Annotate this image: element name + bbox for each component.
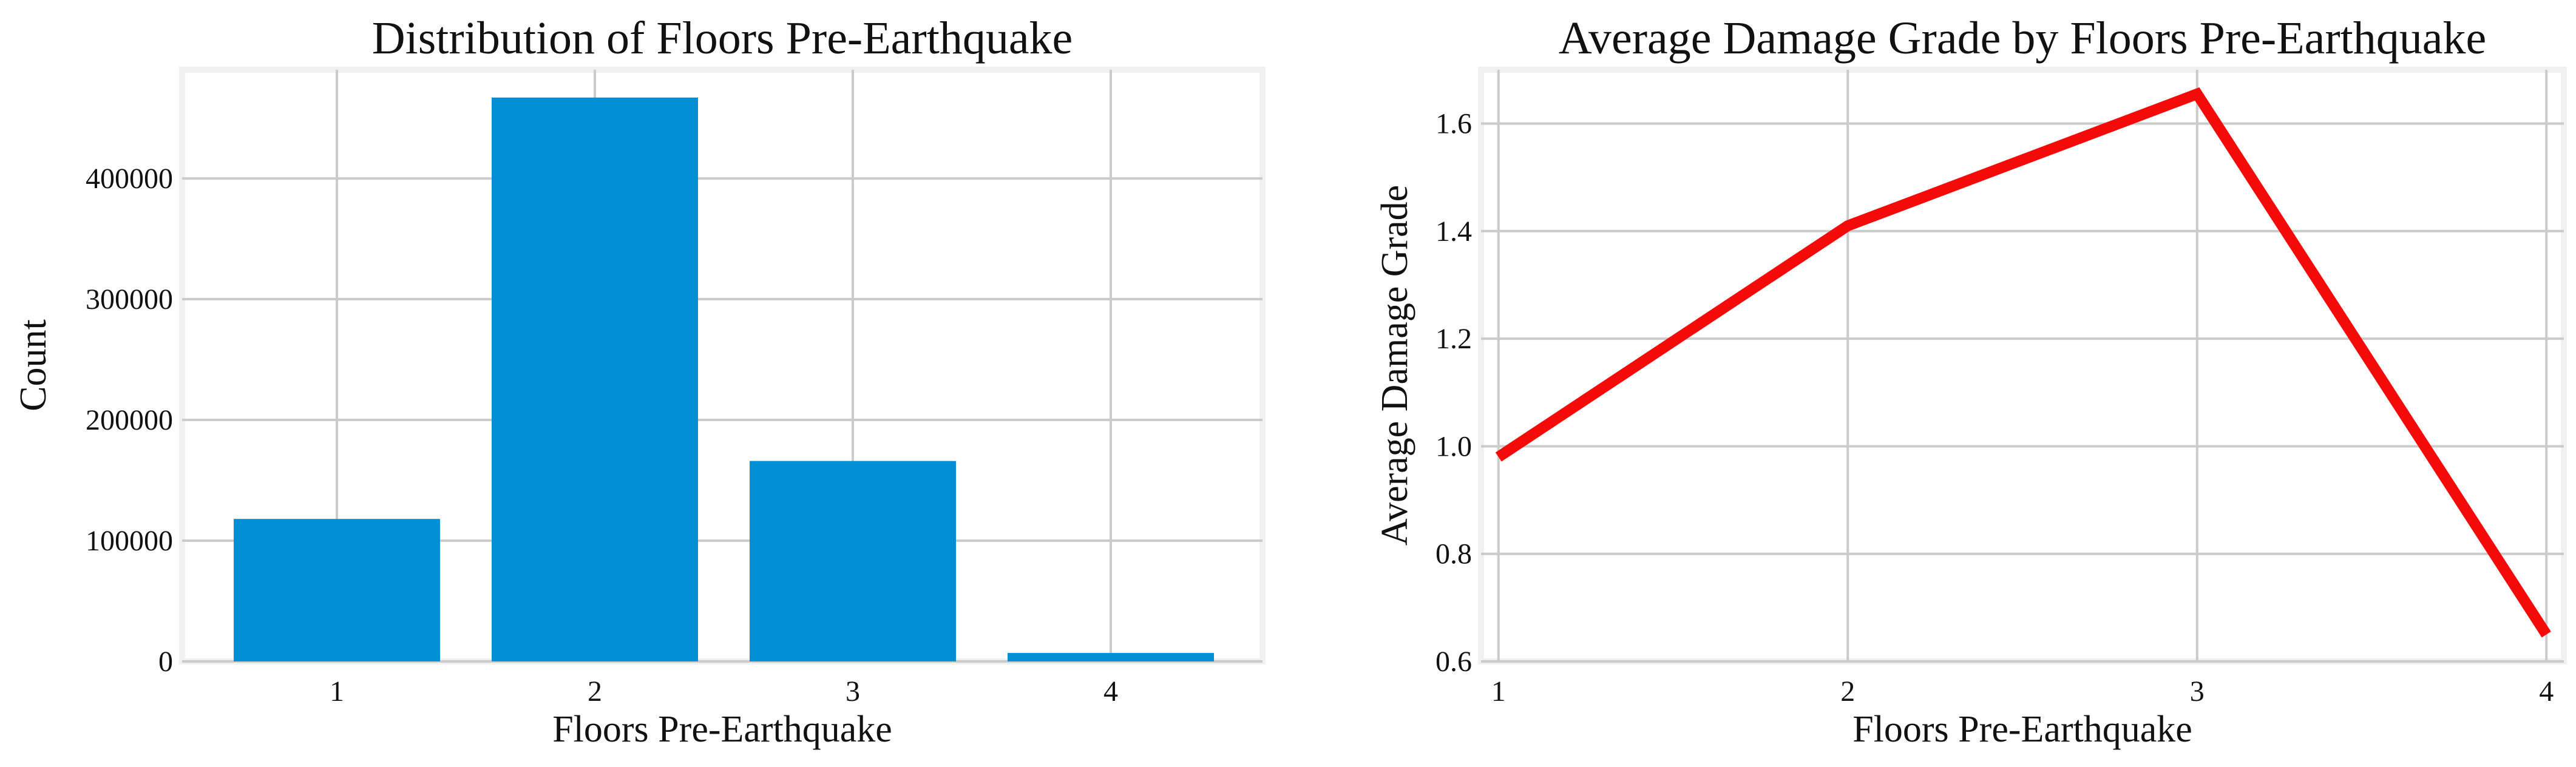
line-y-tick-label: 0.8 xyxy=(1435,538,1472,570)
line-x-tick-label: 3 xyxy=(2190,675,2205,708)
bar-x-tick-labels: 1 2 3 4 xyxy=(330,675,1118,708)
line-y-tick-labels: 0.6 0.8 1.0 1.2 1.4 1.6 xyxy=(1435,108,1472,678)
bar-y-axis-label: Count xyxy=(13,319,54,411)
bar-x-tick-label: 1 xyxy=(330,675,344,708)
bar-y-tick-label: 0 xyxy=(158,646,173,678)
line-x-tick-labels: 1 2 3 4 xyxy=(1491,675,2554,708)
line-y-axis-label: Average Damage Grade xyxy=(1374,185,1415,546)
line-y-tick-label: 1.6 xyxy=(1435,108,1472,140)
line-y-tick-label: 1.4 xyxy=(1435,215,1472,248)
bar-y-tick-label: 100000 xyxy=(86,525,173,557)
line-x-tick-label: 1 xyxy=(1491,675,1506,708)
line-x-tick-label: 2 xyxy=(1840,675,1855,708)
bar-y-tick-label: 300000 xyxy=(86,283,173,316)
bar-x-tick-label: 4 xyxy=(1103,675,1118,708)
line-y-tick-label: 0.6 xyxy=(1435,646,1472,678)
bar-3 xyxy=(750,461,956,661)
line-chart: 0.6 0.8 1.0 1.2 1.4 1.6 1 2 3 4 Average Damage G… xyxy=(1374,13,2567,750)
bar-y-tick-labels: 0 100000 200000 300000 400000 xyxy=(86,163,173,678)
bar-y-tick-label: 200000 xyxy=(86,404,173,436)
line-chart-title: Average Damage Grade by Floors Pre-Earth… xyxy=(1559,13,2487,64)
line-y-tick-label: 1.0 xyxy=(1435,430,1472,462)
bar-x-tick-label: 2 xyxy=(588,675,602,708)
line-plot-area xyxy=(1478,67,2567,664)
line-x-tick-label: 4 xyxy=(2539,675,2554,708)
bar-4 xyxy=(1008,653,1214,661)
line-gridlines xyxy=(1481,70,2564,663)
line-marks xyxy=(1495,87,2551,638)
line-x-axis-label: Floors Pre-Earthquake xyxy=(1852,709,2192,750)
bar-1 xyxy=(234,519,440,661)
bar-chart-title: Distribution of Floors Pre-Earthquake xyxy=(372,13,1073,64)
bar-x-axis-label: Floors Pre-Earthquake xyxy=(552,709,892,750)
bar-x-tick-label: 3 xyxy=(846,675,860,708)
bar-marks xyxy=(234,97,1214,661)
bar-2 xyxy=(492,97,698,661)
line-y-tick-label: 1.2 xyxy=(1435,323,1472,355)
bar-y-tick-label: 400000 xyxy=(86,163,173,195)
bar-chart: 0 100000 200000 300000 400000 1 2 3 4 Distribut… xyxy=(13,13,1266,750)
damage-grade-line xyxy=(1495,87,2551,638)
